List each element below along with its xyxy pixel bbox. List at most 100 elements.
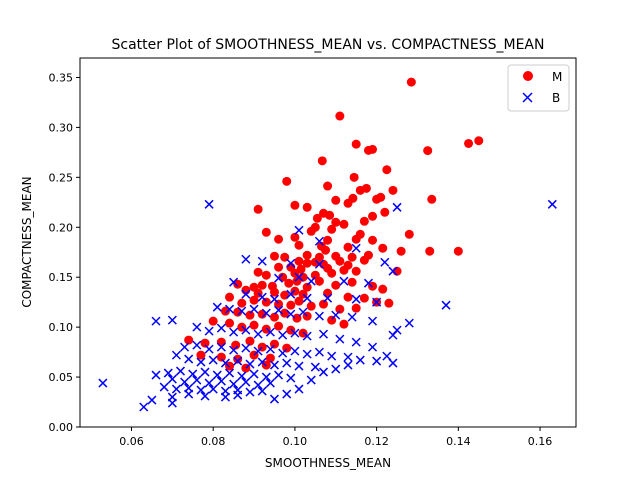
data-point-b bbox=[351, 337, 361, 347]
data-point-m bbox=[363, 145, 373, 155]
data-point-m bbox=[261, 324, 271, 334]
data-point-b bbox=[180, 342, 190, 352]
data-point-b bbox=[200, 391, 210, 401]
data-point-m bbox=[290, 200, 300, 210]
data-point-b bbox=[147, 395, 157, 405]
data-point-b bbox=[245, 387, 255, 397]
data-point-m bbox=[257, 280, 267, 290]
y-tick-label: 0.25 bbox=[49, 171, 74, 184]
data-point-m bbox=[378, 284, 388, 294]
data-point-m bbox=[220, 306, 230, 316]
data-point-m bbox=[231, 340, 241, 350]
y-tick-label: 0.35 bbox=[49, 71, 74, 84]
data-point-m bbox=[317, 156, 327, 166]
data-point-m bbox=[225, 318, 235, 328]
data-point-b bbox=[167, 374, 177, 384]
data-point-m bbox=[327, 224, 337, 234]
data-point-b bbox=[290, 346, 300, 356]
data-point-m bbox=[464, 138, 474, 148]
data-point-m bbox=[261, 360, 271, 370]
data-point-b bbox=[323, 293, 333, 303]
data-point-b bbox=[294, 384, 304, 394]
data-point-b bbox=[265, 327, 275, 337]
data-point-m bbox=[294, 240, 304, 250]
data-point-b bbox=[269, 294, 280, 304]
legend-marker-b bbox=[522, 92, 533, 103]
data-point-b bbox=[274, 305, 284, 315]
data-point-b bbox=[310, 362, 320, 372]
data-point-m bbox=[302, 282, 312, 292]
data-point-b bbox=[163, 368, 173, 378]
data-point-m bbox=[274, 321, 284, 331]
data-point-b bbox=[253, 329, 263, 339]
data-point-m bbox=[347, 252, 357, 262]
data-point-b bbox=[253, 380, 263, 390]
chart-title: Scatter Plot of SMOOTHNESS_MEAN vs. COMP… bbox=[112, 37, 545, 53]
data-point-b bbox=[302, 349, 312, 359]
data-point-m bbox=[351, 139, 361, 149]
data-point-m bbox=[347, 277, 357, 287]
data-point-b bbox=[269, 360, 280, 370]
data-point-b bbox=[229, 327, 239, 337]
data-point-b bbox=[290, 328, 300, 338]
data-point-b bbox=[343, 352, 353, 362]
data-point-b bbox=[302, 331, 312, 341]
data-point-m bbox=[245, 310, 255, 320]
data-point-m bbox=[237, 298, 247, 308]
data-point-b bbox=[188, 369, 198, 379]
data-point-m bbox=[269, 312, 279, 322]
data-point-b bbox=[327, 351, 337, 361]
data-point-m bbox=[339, 219, 349, 229]
data-point-m bbox=[274, 262, 284, 272]
data-point-b bbox=[441, 300, 451, 310]
data-point-b bbox=[261, 372, 271, 382]
data-point-m bbox=[261, 270, 271, 280]
data-point-b bbox=[216, 376, 226, 386]
data-point-b bbox=[355, 355, 365, 365]
data-point-b bbox=[294, 225, 304, 235]
data-point-b bbox=[241, 254, 251, 264]
data-point-b bbox=[331, 364, 341, 374]
data-point-m bbox=[249, 295, 259, 305]
data-point-m bbox=[335, 256, 345, 266]
data-point-m bbox=[233, 354, 243, 364]
data-point-m bbox=[368, 281, 378, 291]
data-point-m bbox=[298, 328, 308, 338]
data-point-b bbox=[171, 350, 181, 360]
data-point-m bbox=[200, 338, 210, 348]
data-point-b bbox=[257, 386, 267, 396]
data-point-b bbox=[314, 259, 324, 269]
data-point-b bbox=[372, 297, 382, 307]
data-point-m bbox=[233, 279, 243, 289]
data-point-b bbox=[180, 377, 190, 387]
y-tick-label: 0.15 bbox=[49, 271, 74, 284]
data-point-b bbox=[212, 302, 222, 312]
data-point-b bbox=[245, 359, 255, 369]
x-axis: 0.06 0.08 0.10 0.12 0.14 0.16 bbox=[119, 427, 552, 448]
data-point-m bbox=[382, 165, 392, 175]
data-point-m bbox=[331, 217, 341, 227]
data-point-m bbox=[384, 298, 394, 308]
data-point-m bbox=[355, 185, 365, 195]
data-point-b bbox=[282, 389, 292, 399]
data-point-m bbox=[265, 353, 275, 363]
data-point-b bbox=[216, 323, 226, 333]
data-point-m bbox=[404, 229, 414, 239]
data-point-b bbox=[216, 342, 226, 352]
data-point-m bbox=[306, 301, 316, 311]
data-point-b bbox=[351, 243, 361, 253]
data-point-b bbox=[368, 316, 378, 326]
data-point-b bbox=[363, 278, 373, 288]
data-point-b bbox=[175, 366, 186, 376]
data-point-b bbox=[278, 330, 288, 340]
data-point-b bbox=[318, 367, 329, 377]
data-point-m bbox=[331, 280, 341, 290]
data-point-b bbox=[278, 348, 288, 358]
data-point-b bbox=[241, 325, 251, 335]
data-point-b bbox=[204, 326, 214, 336]
data-point-b bbox=[314, 236, 324, 246]
data-point-m bbox=[314, 276, 324, 286]
data-point-m bbox=[474, 136, 484, 146]
data-point-b bbox=[339, 276, 349, 286]
